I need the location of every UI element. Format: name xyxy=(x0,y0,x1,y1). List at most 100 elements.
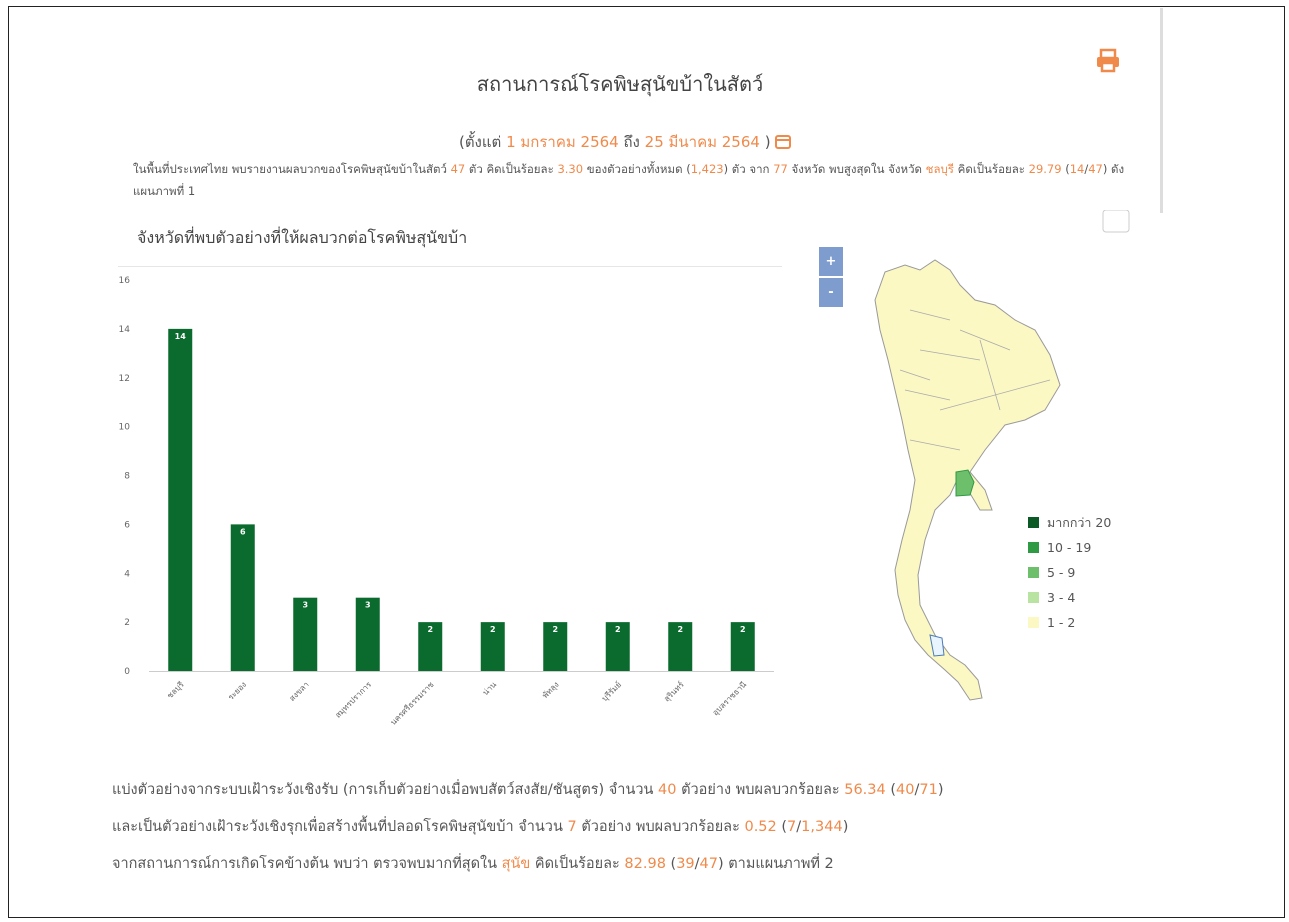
highlight-segment: 39 xyxy=(676,856,695,872)
highlight-segment: 47 xyxy=(1088,162,1103,176)
legend-swatch xyxy=(1028,567,1039,578)
bar-value-label: 2 xyxy=(490,625,496,634)
x-tick-label: นครศรีธรรมราช xyxy=(389,680,436,727)
note-line: และเป็นตัวอย่างเฝ้าระวังเชิงรุกเพื่อสร้า… xyxy=(112,809,944,846)
note-line: จากสถานการณ์การเกิดโรคข้างต้น พบว่า ตรวจ… xyxy=(112,846,944,883)
highlight-segment: 71 xyxy=(919,782,938,798)
highlight-segment: 1,344 xyxy=(801,819,843,835)
bar-chart: 0 2 4 6 8 10 12 14 16 14 ชลบุรี 6 ระยอง 3 สงขลา 3 สมุทรป… xyxy=(119,276,774,727)
y-tick-label: 4 xyxy=(124,569,130,579)
highlighted-province[interactable] xyxy=(955,469,975,497)
text-segment: ตัวอย่าง พบผลบวกร้อยละ xyxy=(676,782,845,798)
text-segment: ) xyxy=(759,133,771,151)
map-menu-button[interactable] xyxy=(1102,210,1130,233)
bar-value-label: 2 xyxy=(552,625,558,634)
legend-swatch xyxy=(1028,517,1039,528)
y-tick-label: 0 xyxy=(124,667,130,677)
bar xyxy=(605,622,630,671)
x-tick-label: อุบลราชธานี xyxy=(711,680,749,718)
zoom-controls: + - xyxy=(819,247,843,309)
highlight-segment: สุนัข xyxy=(501,856,531,872)
text-segment: คิดเป็นร้อยละ xyxy=(954,162,1029,176)
x-tick-label: ระยอง xyxy=(226,680,248,702)
print-icon[interactable] xyxy=(1095,48,1121,74)
bar-value-label: 2 xyxy=(427,625,433,634)
text-segment: ) ตัว จาก xyxy=(723,162,774,176)
x-tick-label: ชลบุรี xyxy=(165,680,186,701)
bar xyxy=(480,622,505,671)
highlight-segment: 56.34 xyxy=(844,782,886,798)
chart-title: จังหวัดที่พบตัวอย่างที่ให้ผลบวกต่อโรคพิษ… xyxy=(137,228,468,247)
highlight-segment: 29.79 xyxy=(1028,162,1062,176)
y-tick-label: 6 xyxy=(124,520,130,530)
bar xyxy=(168,328,193,671)
zoom-button[interactable]: - xyxy=(819,278,843,307)
highlight-segment: 82.98 xyxy=(624,856,666,872)
text-segment: แบ่งตัวอย่างจากระบบเฝ้าระวังเชิงรับ (การ… xyxy=(112,782,659,798)
text-segment: คิดเป็นร้อยละ xyxy=(530,856,625,872)
legend-label: 3 - 4 xyxy=(1047,590,1076,605)
zoom-button[interactable]: + xyxy=(819,247,843,276)
bar xyxy=(230,524,255,671)
text-segment: ของตัวอย่างทั้งหมด ( xyxy=(583,162,691,176)
text-segment: ( xyxy=(1061,162,1070,176)
highlight-segment: 47 xyxy=(699,856,718,872)
scrollbar xyxy=(1160,8,1163,213)
text-segment: ) ดังแผนภาพที่ 1 xyxy=(133,162,1125,198)
highlight-segment: 25 มีนาคม 2564 xyxy=(644,133,760,151)
bar xyxy=(543,622,568,671)
map-legend: มากกว่า 20 10 - 19 5 - 9 3 - 4 1 - 2 xyxy=(1028,510,1111,635)
highlight-segment: ชลบุรี xyxy=(925,162,954,176)
date-range: (ตั้งแต่ 1 มกราคม 2564 ถึง 25 มีนาคม 256… xyxy=(459,133,771,151)
text-segment: / xyxy=(694,856,700,872)
x-tick-label: บุรีรัมย์ xyxy=(599,679,623,703)
x-tick-label: สุรินทร์ xyxy=(661,679,686,704)
divider xyxy=(118,266,782,267)
text-segment: ถึง xyxy=(618,133,645,151)
text-segment: ตัว คิดเป็นร้อยละ xyxy=(465,162,558,176)
y-tick-label: 14 xyxy=(119,325,131,335)
y-tick-label: 16 xyxy=(119,276,131,286)
text-segment: ในพื้นที่ประเทศไทย พบรายงานผลบวกของโรคพิ… xyxy=(133,162,451,176)
bar-value-label: 2 xyxy=(615,625,621,634)
text-segment: จากสถานการณ์การเกิดโรคข้างต้น พบว่า ตรวจ… xyxy=(112,856,502,872)
bar xyxy=(418,622,443,671)
highlight-segment: 40 xyxy=(896,782,915,798)
text-segment: ตัวอย่าง พบผลบวกร้อยละ xyxy=(576,819,745,835)
bar-value-label: 2 xyxy=(740,625,746,634)
highlight-segment: 1 มกราคม 2564 xyxy=(506,133,619,151)
text-segment: ( xyxy=(665,856,677,872)
highlight-segment: 7 xyxy=(567,819,577,835)
x-tick-label: สมุทรปราการ xyxy=(333,680,373,720)
map xyxy=(874,210,1130,701)
text-segment: ) xyxy=(842,819,849,835)
y-tick-label: 12 xyxy=(119,374,130,384)
selected-province[interactable] xyxy=(929,634,945,657)
bar-value-label: 3 xyxy=(302,601,308,610)
legend-swatch xyxy=(1028,617,1039,628)
highlight-segment: 40 xyxy=(658,782,677,798)
notes: แบ่งตัวอย่างจากระบบเฝ้าระวังเชิงรับ (การ… xyxy=(112,772,944,883)
legend-swatch xyxy=(1028,592,1039,603)
legend-item: 10 - 19 xyxy=(1028,535,1111,560)
y-tick-label: 2 xyxy=(124,618,130,628)
legend-label: 1 - 2 xyxy=(1047,615,1076,630)
province-borders xyxy=(899,309,1051,451)
bar-value-label: 3 xyxy=(365,601,371,610)
frame xyxy=(8,6,1285,918)
legend-item: 3 - 4 xyxy=(1028,585,1111,610)
bar-value-label: 14 xyxy=(175,332,187,341)
y-tick-label: 8 xyxy=(124,472,130,482)
legend-label: 5 - 9 xyxy=(1047,565,1076,580)
bar xyxy=(293,597,318,671)
bar-value-label: 2 xyxy=(677,625,683,634)
text-segment: ( xyxy=(885,782,897,798)
highlight-segment: 1,423 xyxy=(690,162,724,176)
legend-item: 1 - 2 xyxy=(1028,610,1111,635)
calendar-icon[interactable] xyxy=(774,133,791,149)
bar xyxy=(730,622,755,671)
y-tick-label: 10 xyxy=(119,423,131,433)
legend-label: 10 - 19 xyxy=(1047,540,1092,555)
highlight-segment: 14 xyxy=(1069,162,1085,176)
subtitle: (ตั้งแต่ 1 มกราคม 2564 ถึง 25 มีนาคม 256… xyxy=(0,112,1240,154)
